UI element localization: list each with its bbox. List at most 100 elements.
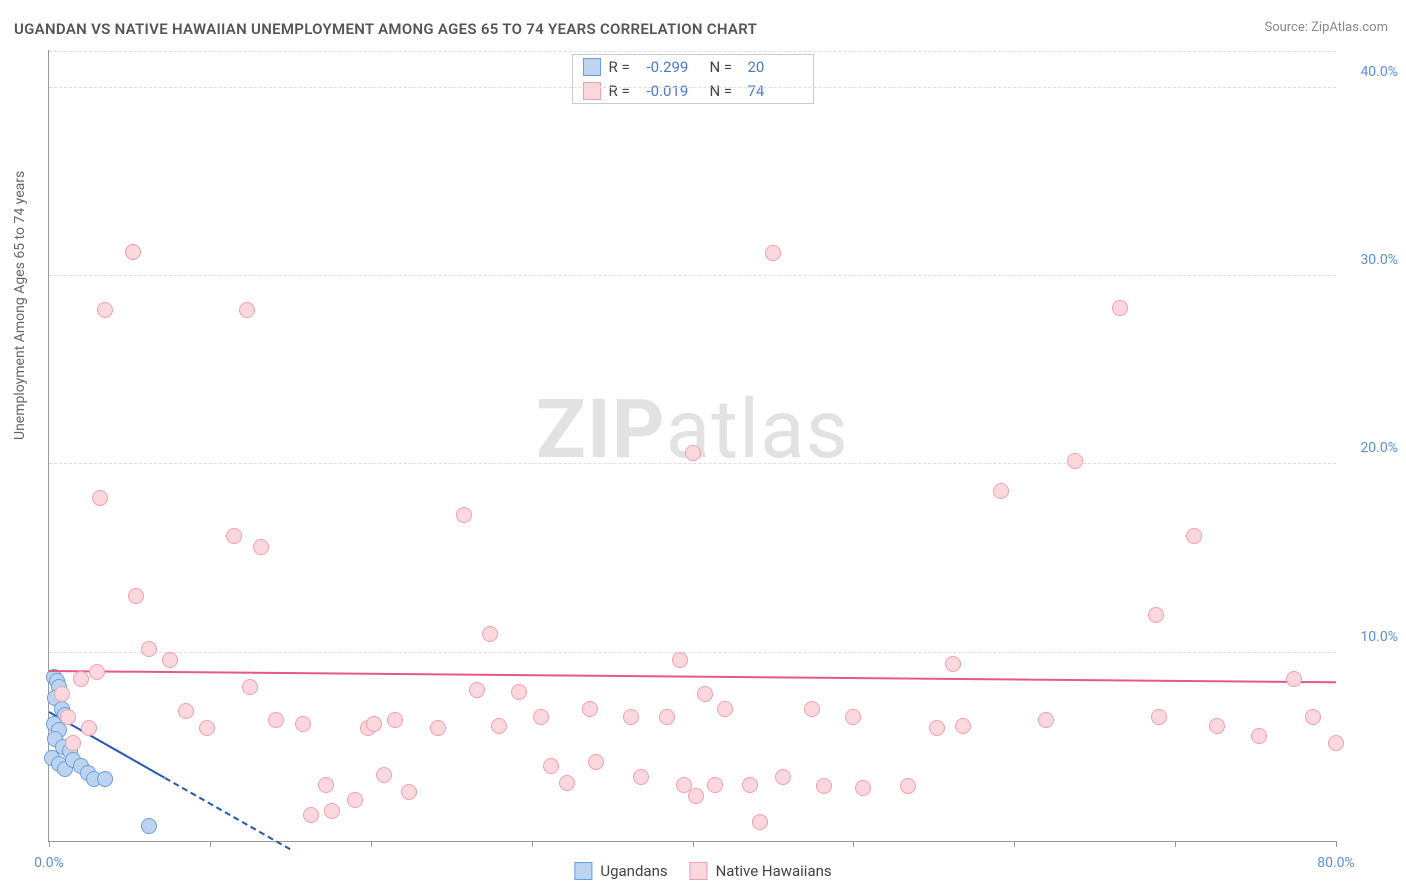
n-value: 20 (748, 58, 803, 76)
n-label: N = (710, 58, 740, 76)
data-point (559, 775, 575, 791)
data-point (633, 769, 649, 785)
data-point (804, 701, 820, 717)
data-point (1305, 709, 1321, 725)
data-point (242, 679, 258, 695)
correlation-chart: UGANDAN VS NATIVE HAWAIIAN UNEMPLOYMENT … (0, 0, 1406, 892)
data-point (1186, 528, 1202, 544)
data-point (765, 245, 781, 261)
n-label: N = (710, 82, 740, 100)
data-point (318, 777, 334, 793)
legend-label: Native Hawaiians (716, 862, 832, 880)
y-tick-label: 20.0% (1360, 440, 1398, 456)
data-point (543, 758, 559, 774)
chart-title: UGANDAN VS NATIVE HAWAIIAN UNEMPLOYMENT … (14, 20, 757, 38)
gridline (49, 51, 1336, 52)
data-point (511, 684, 527, 700)
data-point (1328, 735, 1344, 751)
data-point (533, 709, 549, 725)
x-tick (532, 841, 533, 847)
legend-swatch (690, 862, 708, 880)
x-tick (693, 841, 694, 847)
data-point (387, 712, 403, 728)
data-point (900, 778, 916, 794)
data-point (582, 701, 598, 717)
data-point (253, 539, 269, 555)
trend-line-extrapolation (164, 777, 290, 850)
data-point (199, 720, 215, 736)
data-point (366, 716, 382, 732)
gridline (49, 652, 1336, 653)
data-point (623, 709, 639, 725)
data-point (697, 686, 713, 702)
r-label: R = (609, 58, 639, 76)
x-tick (371, 841, 372, 847)
series-swatch (583, 82, 601, 100)
data-point (401, 784, 417, 800)
data-point (128, 588, 144, 604)
stats-row: R =-0.019N =74 (573, 79, 813, 103)
data-point (688, 788, 704, 804)
data-point (60, 709, 76, 725)
data-point (430, 720, 446, 736)
x-tick (1014, 841, 1015, 847)
data-point (141, 641, 157, 657)
data-point (1148, 607, 1164, 623)
data-point (268, 712, 284, 728)
data-point (491, 718, 507, 734)
data-point (1209, 718, 1225, 734)
data-point (685, 445, 701, 461)
data-point (752, 814, 768, 830)
x-tick (853, 841, 854, 847)
y-tick-label: 40.0% (1360, 64, 1398, 80)
data-point (717, 701, 733, 717)
r-value: -0.019 (647, 82, 702, 100)
data-point (125, 244, 141, 260)
n-value: 74 (748, 82, 803, 100)
data-point (97, 771, 113, 787)
source-attribution: Source: ZipAtlas.com (1264, 20, 1388, 35)
data-point (376, 767, 392, 783)
data-point (993, 483, 1009, 499)
legend: Ugandans Native Hawaiians (574, 862, 831, 880)
x-tick-label: 80.0% (1317, 855, 1355, 871)
legend-label: Ugandans (600, 862, 667, 880)
data-point (92, 490, 108, 506)
gridline (49, 87, 1336, 88)
data-point (178, 703, 194, 719)
data-point (81, 720, 97, 736)
data-point (775, 769, 791, 785)
data-point (929, 720, 945, 736)
legend-item: Ugandans (574, 862, 667, 880)
data-point (65, 735, 81, 751)
x-tick-label: 0.0% (34, 855, 64, 871)
series-swatch (583, 58, 601, 76)
data-point (1151, 709, 1167, 725)
data-point (73, 671, 89, 687)
data-point (482, 626, 498, 642)
data-point (1038, 712, 1054, 728)
data-point (226, 528, 242, 544)
data-point (162, 652, 178, 668)
data-point (945, 656, 961, 672)
r-value: -0.299 (647, 58, 702, 76)
x-tick (49, 841, 50, 847)
data-point (324, 803, 340, 819)
data-point (239, 302, 255, 318)
gridline (49, 275, 1336, 276)
data-point (659, 709, 675, 725)
y-axis-label: Unemployment Among Ages 65 to 74 years (12, 171, 28, 440)
y-tick-label: 10.0% (1360, 629, 1398, 645)
data-point (295, 716, 311, 732)
data-point (469, 682, 485, 698)
gridline (49, 463, 1336, 464)
x-tick (1175, 841, 1176, 847)
data-point (1112, 300, 1128, 316)
stats-row: R = -0.299 N = 20 (573, 55, 813, 79)
data-point (303, 807, 319, 823)
data-point (347, 792, 363, 808)
legend-swatch (574, 862, 592, 880)
data-point (1251, 728, 1267, 744)
plot-area: ZIPatlas R =-0.299N =20R =-0.019N =74 10… (48, 50, 1336, 842)
x-tick (1336, 841, 1337, 847)
